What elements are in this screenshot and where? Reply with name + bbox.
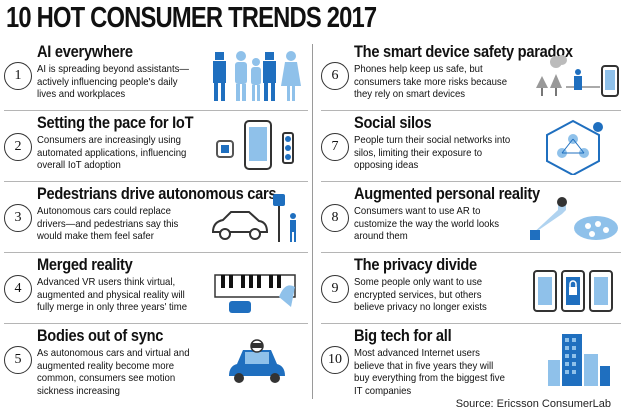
trend-item-10: 10 Big tech for all Most advanced Intern… (321, 324, 621, 397)
trend-column-left: 1 AI everywhere AI is spreading beyond a… (4, 40, 308, 397)
trend-title: Social silos (354, 113, 432, 132)
trend-description: People turn their social networks into s… (354, 135, 511, 172)
trend-number: 8 (321, 204, 349, 232)
trend-description: AI is spreading beyond assistants—active… (37, 64, 189, 101)
trend-title: AI everywhere (37, 42, 133, 61)
silo-network-icon (546, 119, 603, 175)
trend-number: 1 (4, 62, 32, 90)
trend-column-right: 6 The smart device safety paradox Phones… (321, 40, 621, 397)
trend-description: Consumers want to use AR to customize th… (354, 206, 500, 243)
skyscraper-icon (548, 334, 610, 386)
car-sick-icon (229, 339, 285, 383)
trend-item-5: 5 Bodies out of sync As autonomous cars … (4, 324, 308, 397)
trend-number: 2 (4, 133, 32, 161)
infographic-title: 10 HOT CONSUMER TRENDS 2017 (6, 2, 377, 34)
trend-number: 5 (4, 346, 32, 374)
trend-title: Bodies out of sync (37, 326, 164, 345)
source-credit: Source: Ericsson ConsumerLab (455, 398, 611, 410)
trend-title: Augmented personal reality (354, 184, 540, 203)
trend-item-1: 1 AI everywhere AI is spreading beyond a… (4, 40, 308, 111)
trend-title: The smart device safety paradox (354, 42, 573, 61)
people-robots-icon (213, 51, 301, 101)
trend-title: Big tech for all (354, 326, 452, 345)
trend-description: Most advanced Internet users believe tha… (354, 348, 505, 397)
trend-description: Some people only want to use encrypted s… (354, 277, 487, 314)
trend-item-4: 4 Merged reality Advanced VR users think… (4, 253, 308, 324)
trend-description: As autonomous cars and virtual and augme… (37, 348, 190, 397)
trend-number: 9 (321, 275, 349, 303)
trend-item-6: 6 The smart device safety paradox Phones… (321, 40, 621, 111)
trend-description: Advanced VR users think virtual, augment… (37, 277, 188, 314)
car-pedestrian-icon (211, 194, 296, 242)
trend-number: 6 (321, 62, 349, 90)
trend-item-7: 7 Social silos People turn their social … (321, 111, 621, 182)
phone-safety-icon (536, 55, 619, 97)
trend-item-3: 3 Pedestrians drive autonomous cars Auto… (4, 182, 308, 253)
devices-icon (216, 120, 294, 170)
trend-title: Setting the pace for IoT (37, 113, 194, 132)
trend-title: Pedestrians drive autonomous cars (37, 184, 277, 203)
trend-number: 3 (4, 204, 32, 232)
trend-number: 4 (4, 275, 32, 303)
trend-item-8: 8 Augmented personal reality Consumers w… (321, 182, 621, 253)
trend-description: Autonomous cars could replace drivers—an… (37, 206, 179, 243)
trend-title: The privacy divide (354, 255, 477, 274)
trend-description: Phones help keep us safe, but consumers … (354, 64, 508, 101)
trend-number: 7 (321, 133, 349, 161)
trend-item-2: 2 Setting the pace for IoT Consumers are… (4, 111, 308, 182)
ar-glasses-icon (530, 197, 618, 240)
privacy-phones-icon (533, 270, 613, 312)
trend-description: Consumers are increasingly using automat… (37, 135, 187, 172)
trend-number: 10 (321, 346, 349, 374)
vr-keyboard-icon (214, 274, 296, 313)
trend-item-9: 9 The privacy divide Some people only wa… (321, 253, 621, 324)
trend-title: Merged reality (37, 255, 133, 274)
column-divider (312, 44, 313, 399)
